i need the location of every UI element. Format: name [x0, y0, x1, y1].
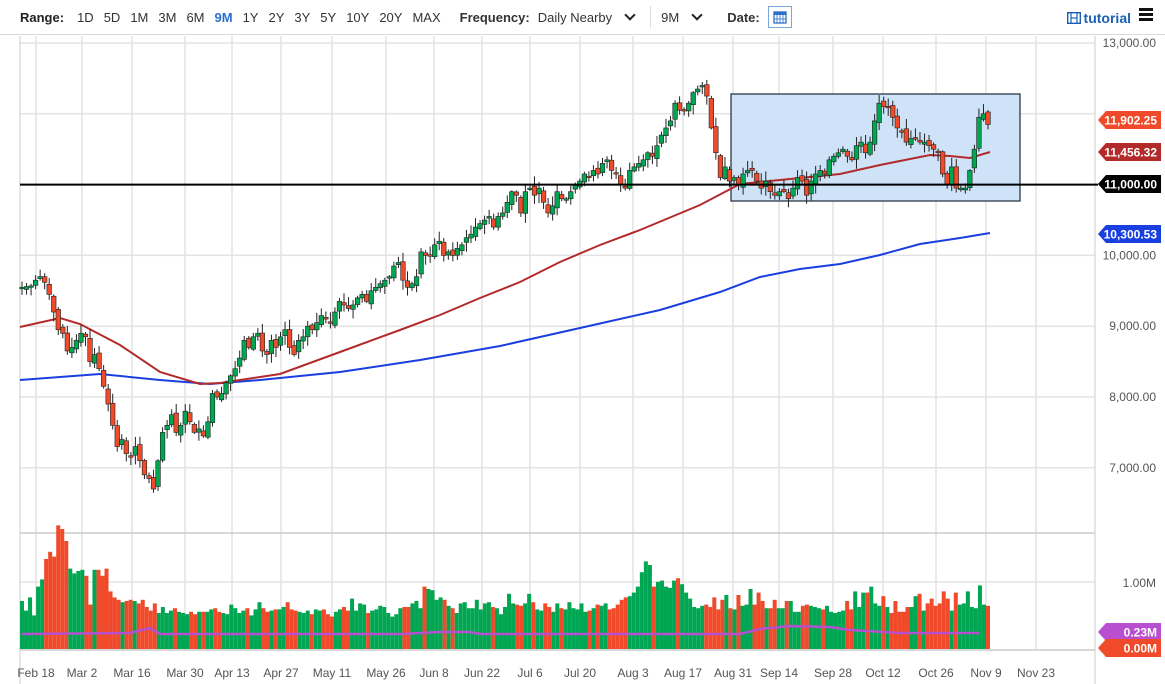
- x-tick-label: Jul 6: [517, 666, 543, 680]
- y-axis: 13,000.00 10,000.00 9,000.00 8,000.00 7,000.…: [1103, 36, 1157, 590]
- x-tick-label: Oct 26: [918, 666, 954, 680]
- x-tick-label: Aug 17: [664, 666, 702, 680]
- period-dropdown[interactable]: 9M: [661, 9, 703, 25]
- y-tick-label: 7,000.00: [1109, 461, 1156, 475]
- x-tick-label: Jun 22: [464, 666, 500, 680]
- x-tick-label: Jun 8: [419, 666, 449, 680]
- range-3m[interactable]: 3M: [158, 9, 177, 25]
- x-tick-label: Mar 30: [166, 666, 204, 680]
- range-20y[interactable]: 20Y: [379, 9, 403, 25]
- y-tick-label: 8,000.00: [1109, 390, 1156, 404]
- range-1d[interactable]: 1D: [77, 9, 94, 25]
- range-2y[interactable]: 2Y: [268, 9, 285, 25]
- volume-bars: [20, 525, 990, 649]
- last-price-tag: 11,902.25: [1098, 111, 1161, 129]
- chevron-down-icon: [624, 9, 636, 21]
- frequency-dropdown[interactable]: Daily Nearby: [537, 9, 636, 25]
- x-axis: Feb 18 Mar 2 Mar 16 Mar 30 Apr 13 Apr 27 May 1…: [17, 666, 1055, 680]
- calendar-button[interactable]: [767, 6, 792, 28]
- volume-last-tag: 0.00M: [1098, 639, 1161, 657]
- x-tick-label: Apr 27: [263, 666, 299, 680]
- svg-text:0.00M: 0.00M: [1124, 642, 1157, 656]
- x-tick-label: Mar 16: [113, 666, 151, 680]
- x-tick-label: May 26: [366, 666, 406, 680]
- range-6m[interactable]: 6M: [186, 9, 205, 25]
- range-1m[interactable]: 1M: [130, 9, 149, 25]
- range-3y[interactable]: 3Y: [294, 9, 311, 25]
- y-tick-label: 9,000.00: [1109, 319, 1156, 333]
- svg-text:10,300.53: 10,300.53: [1104, 228, 1158, 242]
- frequency-label: Frequency:: [459, 9, 530, 25]
- horizontal-line-tag: 11,000.00: [1098, 175, 1161, 193]
- range-label: Range:: [20, 9, 65, 25]
- svg-text:11,902.25: 11,902.25: [1104, 114, 1157, 128]
- y-tick-label: 13,000.00: [1103, 36, 1157, 50]
- date-label: Date:: [727, 9, 760, 25]
- range-max[interactable]: MAX: [412, 9, 441, 25]
- x-tick-label: Apr 13: [214, 666, 250, 680]
- range-5y[interactable]: 5Y: [320, 9, 337, 25]
- range-1y[interactable]: 1Y: [242, 9, 259, 25]
- x-tick-label: Sep 14: [760, 666, 798, 680]
- volume-tick-label: 1.00M: [1123, 576, 1156, 590]
- volume-ma-line: [21, 624, 980, 636]
- y-tick-label: 10,000.00: [1103, 248, 1157, 262]
- film-icon: [1066, 12, 1081, 24]
- x-tick-label: Sep 28: [814, 666, 852, 680]
- period-value: 9M: [661, 9, 680, 25]
- svg-text:0.23M: 0.23M: [1124, 626, 1157, 640]
- tutorial-label: tutorial: [1083, 10, 1131, 26]
- range-5d[interactable]: 5D: [103, 9, 121, 25]
- x-tick-label: Mar 2: [67, 666, 98, 680]
- range-buttons: 1D 5D 1M 3M 6M 9M 1Y 2Y 3Y 5Y 10Y 20Y MAX: [72, 10, 446, 25]
- tutorial-link[interactable]: tutorial: [1066, 10, 1131, 26]
- candlesticks: [19, 79, 991, 493]
- svg-text:11,456.32: 11,456.32: [1104, 146, 1157, 160]
- toolbar: Range: 1D 5D 1M 3M 6M 9M 1Y 2Y 3Y 5Y 10Y 20Y MAX Fre…: [0, 0, 1165, 35]
- ma-long-tag: 10,300.53: [1098, 225, 1161, 243]
- svg-text:11,000.00: 11,000.00: [1104, 178, 1157, 192]
- x-tick-label: Nov 23: [1017, 666, 1055, 680]
- x-tick-label: Oct 12: [865, 666, 901, 680]
- x-tick-label: May 11: [313, 666, 352, 680]
- frequency-value: Daily Nearby: [537, 9, 613, 25]
- divider: [650, 6, 652, 28]
- x-tick-label: Nov 9: [970, 666, 1002, 680]
- calendar-icon: [773, 11, 787, 24]
- hamburger-menu-icon[interactable]: [1139, 8, 1153, 23]
- x-tick-label: Feb 18: [17, 666, 55, 680]
- x-tick-label: Aug 31: [714, 666, 752, 680]
- x-tick-label: Aug 3: [617, 666, 649, 680]
- ma-short-line: [19, 151, 991, 386]
- chevron-down-icon: [691, 9, 703, 21]
- volume-ma-tag: 0.23M: [1098, 623, 1161, 641]
- ma-short-tag: 11,456.32: [1098, 143, 1161, 161]
- range-9m[interactable]: 9M: [214, 9, 233, 25]
- x-tick-label: Jul 20: [564, 666, 596, 680]
- range-10y[interactable]: 10Y: [346, 9, 370, 25]
- price-chart[interactable]: 13,000.00 10,000.00 9,000.00 8,000.00 7,000.…: [0, 35, 1165, 684]
